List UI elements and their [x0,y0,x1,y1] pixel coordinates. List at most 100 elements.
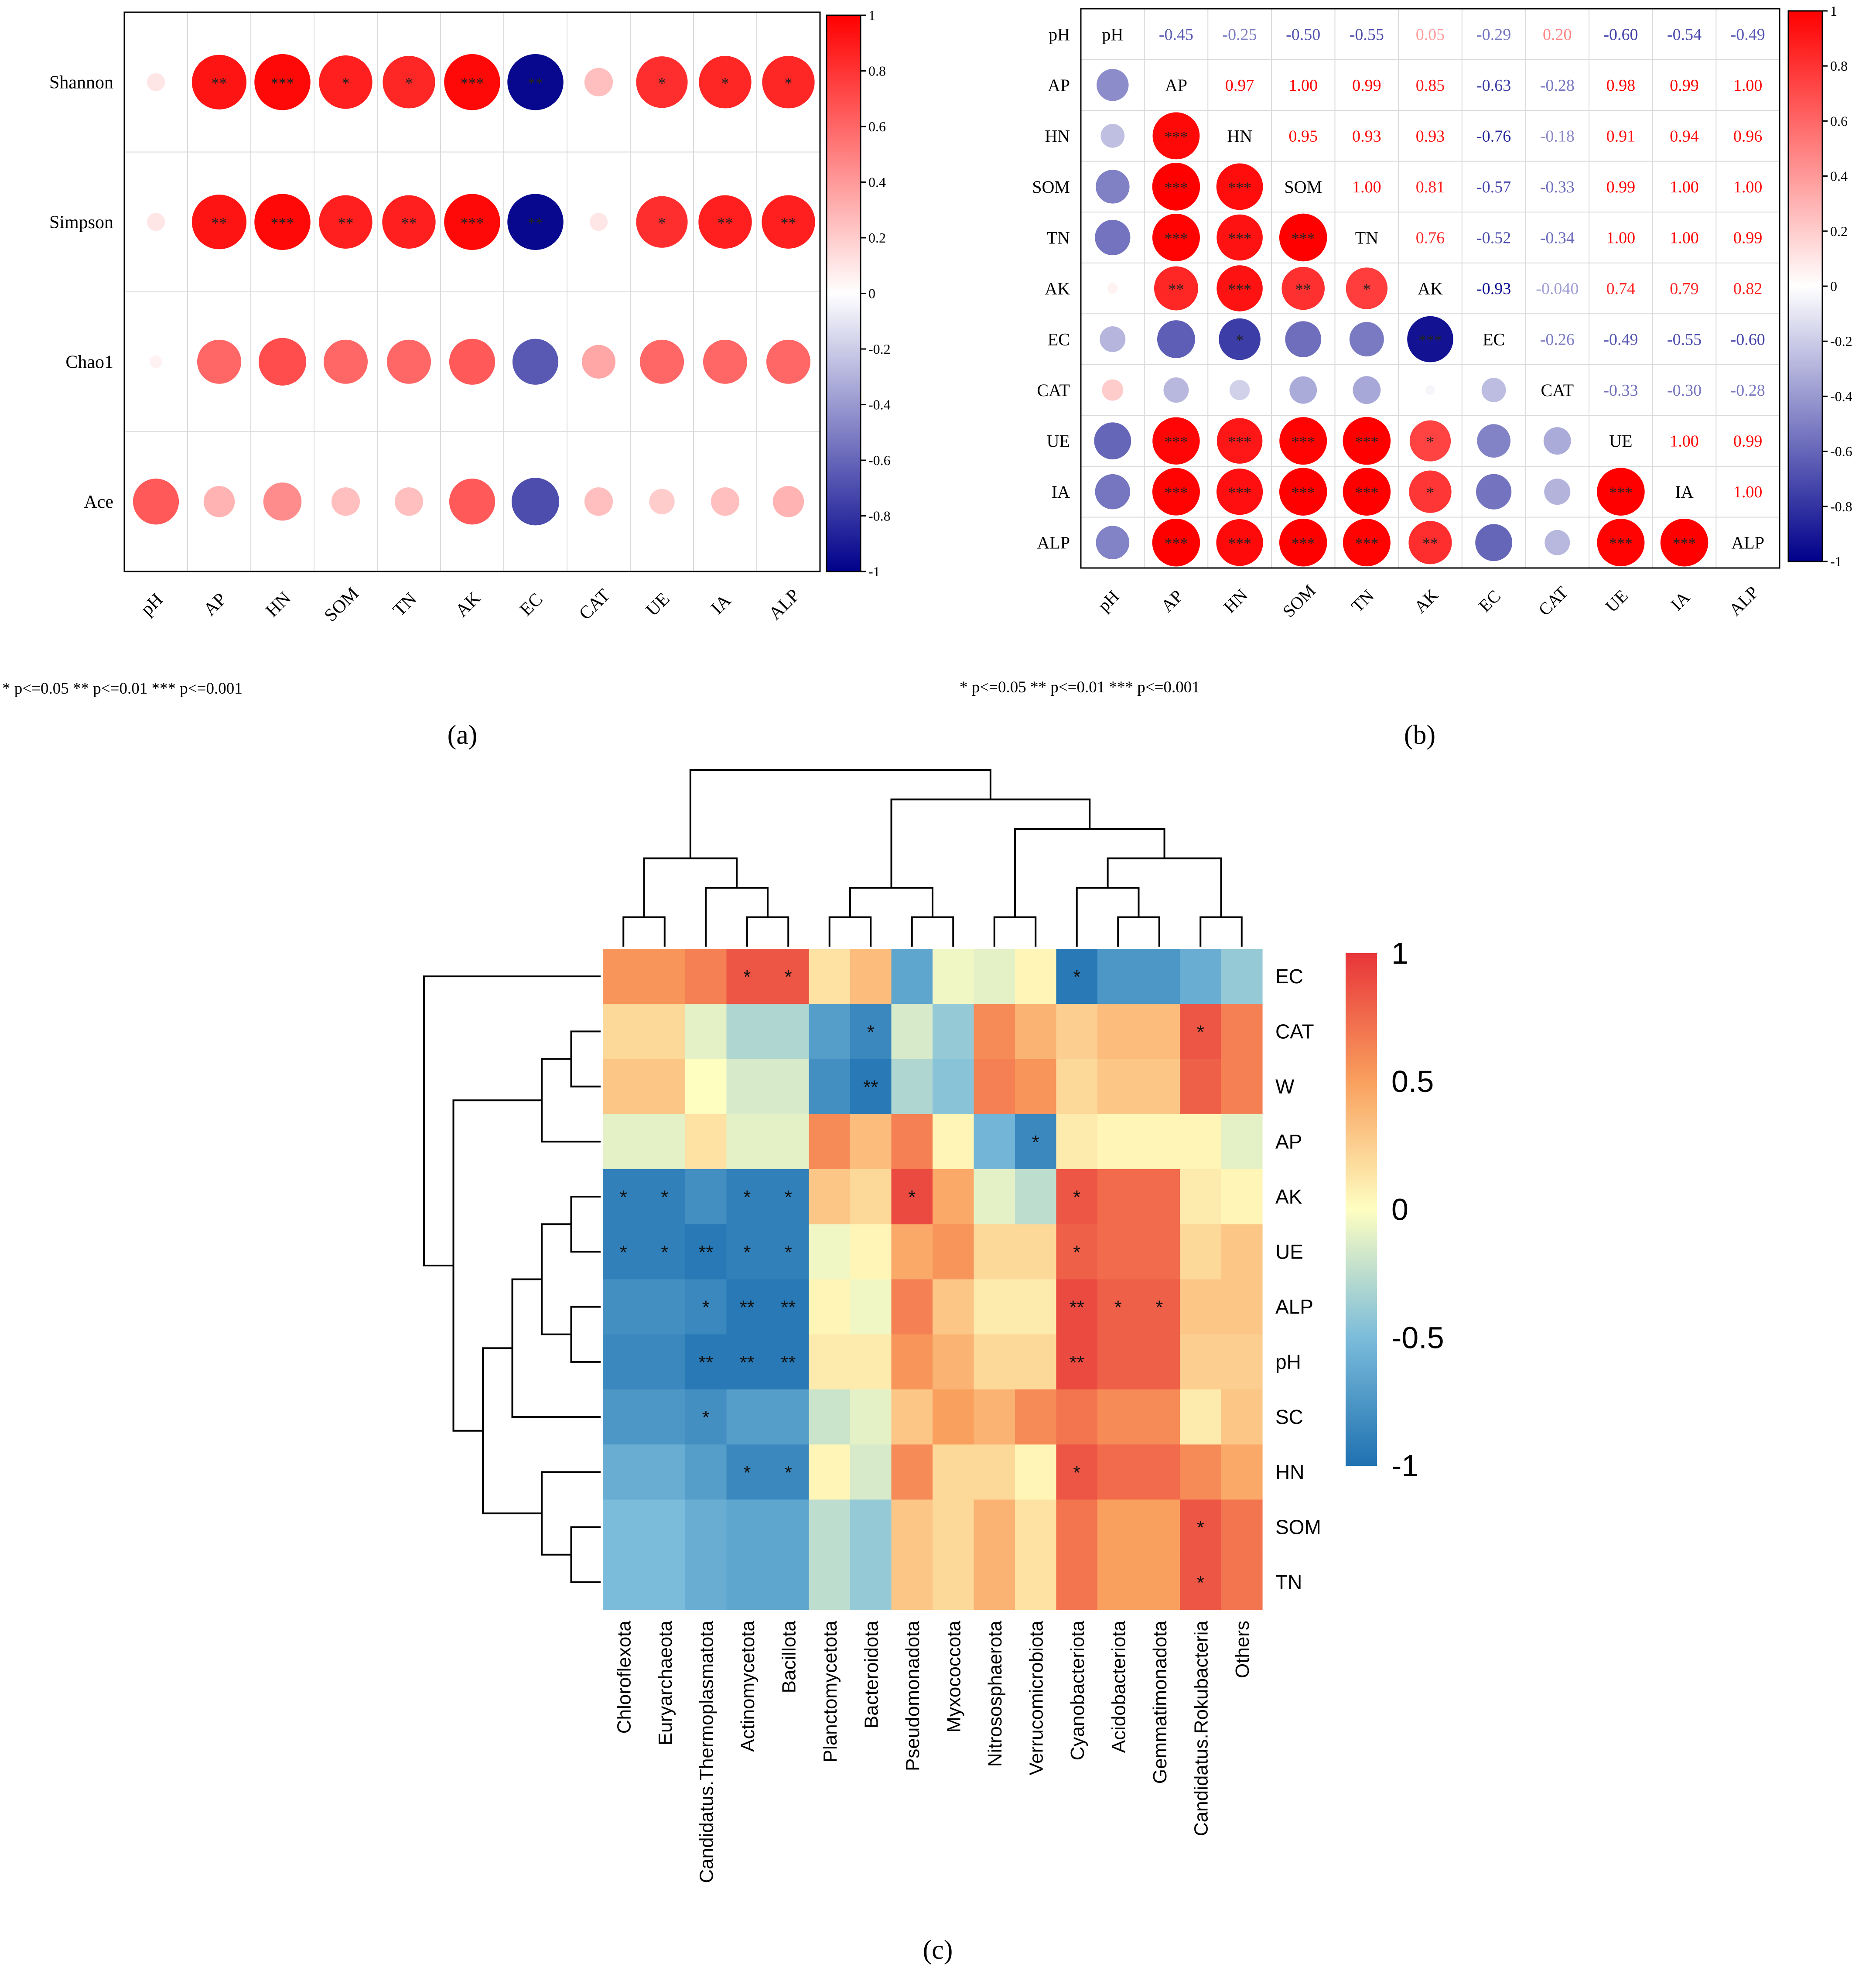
bubble-shannon-hn [254,54,311,110]
bubble-ue-cat [1543,427,1571,455]
coef-ap-hn: 0.97 [1225,76,1254,95]
cell-cat-chloroflexota [603,1004,645,1060]
cell-sc-bacteroidota [850,1389,892,1445]
bubble-chao1-alp [766,339,811,384]
cell-ue-chloroflexota [603,1224,645,1280]
cell-som-chloroflexota [603,1499,645,1555]
coef-ph-tn: -0.55 [1350,25,1384,44]
plot-frame [1080,8,1780,569]
cell-w-nitrososphaerota [974,1059,1015,1115]
bubble-ia-cat [1544,479,1571,505]
row-label-ph: pH [1049,24,1070,44]
cell-ue-candidatus-rokubacteria [1180,1224,1222,1280]
row-label-ph: pH [1275,1351,1301,1373]
bubble-ace-hn [263,482,302,521]
coef-hn-cat: -0.18 [1540,127,1575,145]
coef-ia-alp: 1.00 [1733,483,1763,501]
bubble-ak-ph [1107,283,1118,294]
panel-b: pH -0.45 -0.25 -0.50 -0.55 0.05 -0.29 0.20 -0.60… [960,3,1852,750]
significance-mark: *** [1418,332,1442,349]
row-label-ak: AK [1275,1185,1302,1208]
cell-hn-pseudomonadota [891,1444,933,1500]
bubble-ec-som [1285,321,1322,357]
cell-hn-acidobacteriota [1097,1444,1139,1500]
row-label-ace: Ace [84,492,113,512]
coef-ph-ap: -0.45 [1159,25,1193,44]
cell-ak-gemmatimonadota [1138,1169,1180,1225]
cell-alp-candidatus-rokubacteria [1180,1279,1222,1335]
bubble-ue-ak [1409,420,1451,462]
bubble-alp-ap [1152,518,1200,567]
panel-b-label: (b) [1404,720,1435,750]
cell-ph-myxococcota [933,1334,974,1390]
significance-mark: *** [1164,229,1188,247]
bubble-ace-ph [133,479,179,525]
bubble-ue-tn [1343,417,1391,465]
cell-som-candidatus-rokubacteria [1180,1499,1222,1555]
cell-ph-bacteroidota [850,1334,892,1390]
significance-mark: * [1032,1132,1039,1153]
bubble-cat-tn [1353,376,1381,404]
cell-hn-cyanobacteriota [1056,1444,1098,1500]
cell-sc-others [1221,1389,1263,1445]
cell-hn-chloroflexota [603,1444,645,1500]
significance-mark: *** [1292,484,1315,501]
bubble-som-ph [1096,170,1130,204]
panel-b-colorbar-ticks: 1 0.8 0.6 0.4 0.2 0 -0.2 -0.4 -0.6 -0.8 -1 [1822,3,1852,569]
cell-w-bacillota [768,1059,810,1115]
colorbar-tick-label: 1 [1830,3,1837,19]
plot-frame [123,11,821,572]
cell-alp-others [1221,1279,1263,1335]
coef-ec-cat: -0.26 [1540,331,1575,349]
cell-ak-others [1221,1169,1263,1225]
bubble-ue-ec [1477,424,1510,458]
significance-mark: * [702,1407,710,1428]
row-label-ec: EC [1275,965,1303,988]
bubble-shannon-ak [444,54,500,110]
cell-ap-planctomycetota [809,1114,851,1170]
row-label-ap: AP [1048,75,1070,95]
coef-ph-ec: -0.29 [1476,25,1511,44]
cell-ap-nitrososphaerota [974,1114,1015,1170]
cell-hn-nitrososphaerota [974,1444,1015,1500]
cell-sc-planctomycetota [809,1389,851,1445]
diagonal-label-ia: IA [1675,482,1693,502]
bubble-ec-tn [1349,322,1384,357]
bubble-ia-tn [1343,468,1391,516]
bubble-som-ap [1152,163,1200,211]
significance-mark: * [620,1242,627,1263]
coef-ph-alp: -0.49 [1731,25,1765,44]
cell-ph-candidatus-thermoplasmatota [685,1334,727,1390]
cell-hn-bacillota [768,1444,810,1500]
coef-som-cat: -0.33 [1540,178,1575,196]
cell-sc-candidatus-thermoplasmatota [685,1389,727,1445]
cell-ph-nitrososphaerota [974,1334,1015,1390]
cell-alp-pseudomonadota [891,1279,933,1335]
cell-som-planctomycetota [809,1499,851,1555]
significance-mark: * [1073,1462,1080,1483]
diagonal-label-tn: TN [1355,228,1378,247]
cell-cat-bacillota [768,1004,810,1060]
cell-alp-nitrososphaerota [974,1279,1015,1335]
cell-ak-nitrososphaerota [974,1169,1015,1225]
panel-c-column-dendrogram [622,769,1243,947]
cell-som-euryarchaeota [644,1499,686,1555]
cell-sc-nitrososphaerota [974,1389,1015,1445]
diagonal-label-som: SOM [1284,177,1322,197]
significance-mark: ** [698,1242,713,1263]
cell-ph-bacillota [768,1334,810,1390]
col-label-pseudomonadota: Pseudomonadota [902,1620,923,1771]
row-label-hn: HN [1045,126,1070,146]
bubble-ace-cat [584,487,613,516]
colorbar-tick-label: 1 [868,7,875,23]
bubble-chao1-ph [149,355,163,368]
bubble-ace-ia [711,487,740,516]
bubble-ec-ph [1100,326,1126,352]
colorbar-tick-label: -0.6 [1830,444,1852,459]
cell-w-chloroflexota [603,1059,645,1115]
cell-tn-gemmatimonadota [1138,1554,1180,1610]
bubble-alp-hn [1216,519,1263,566]
diagonal-label-ak: AK [1418,279,1443,298]
cell-tn-others [1221,1554,1263,1610]
colorbar-tick-label: 0 [868,286,875,301]
